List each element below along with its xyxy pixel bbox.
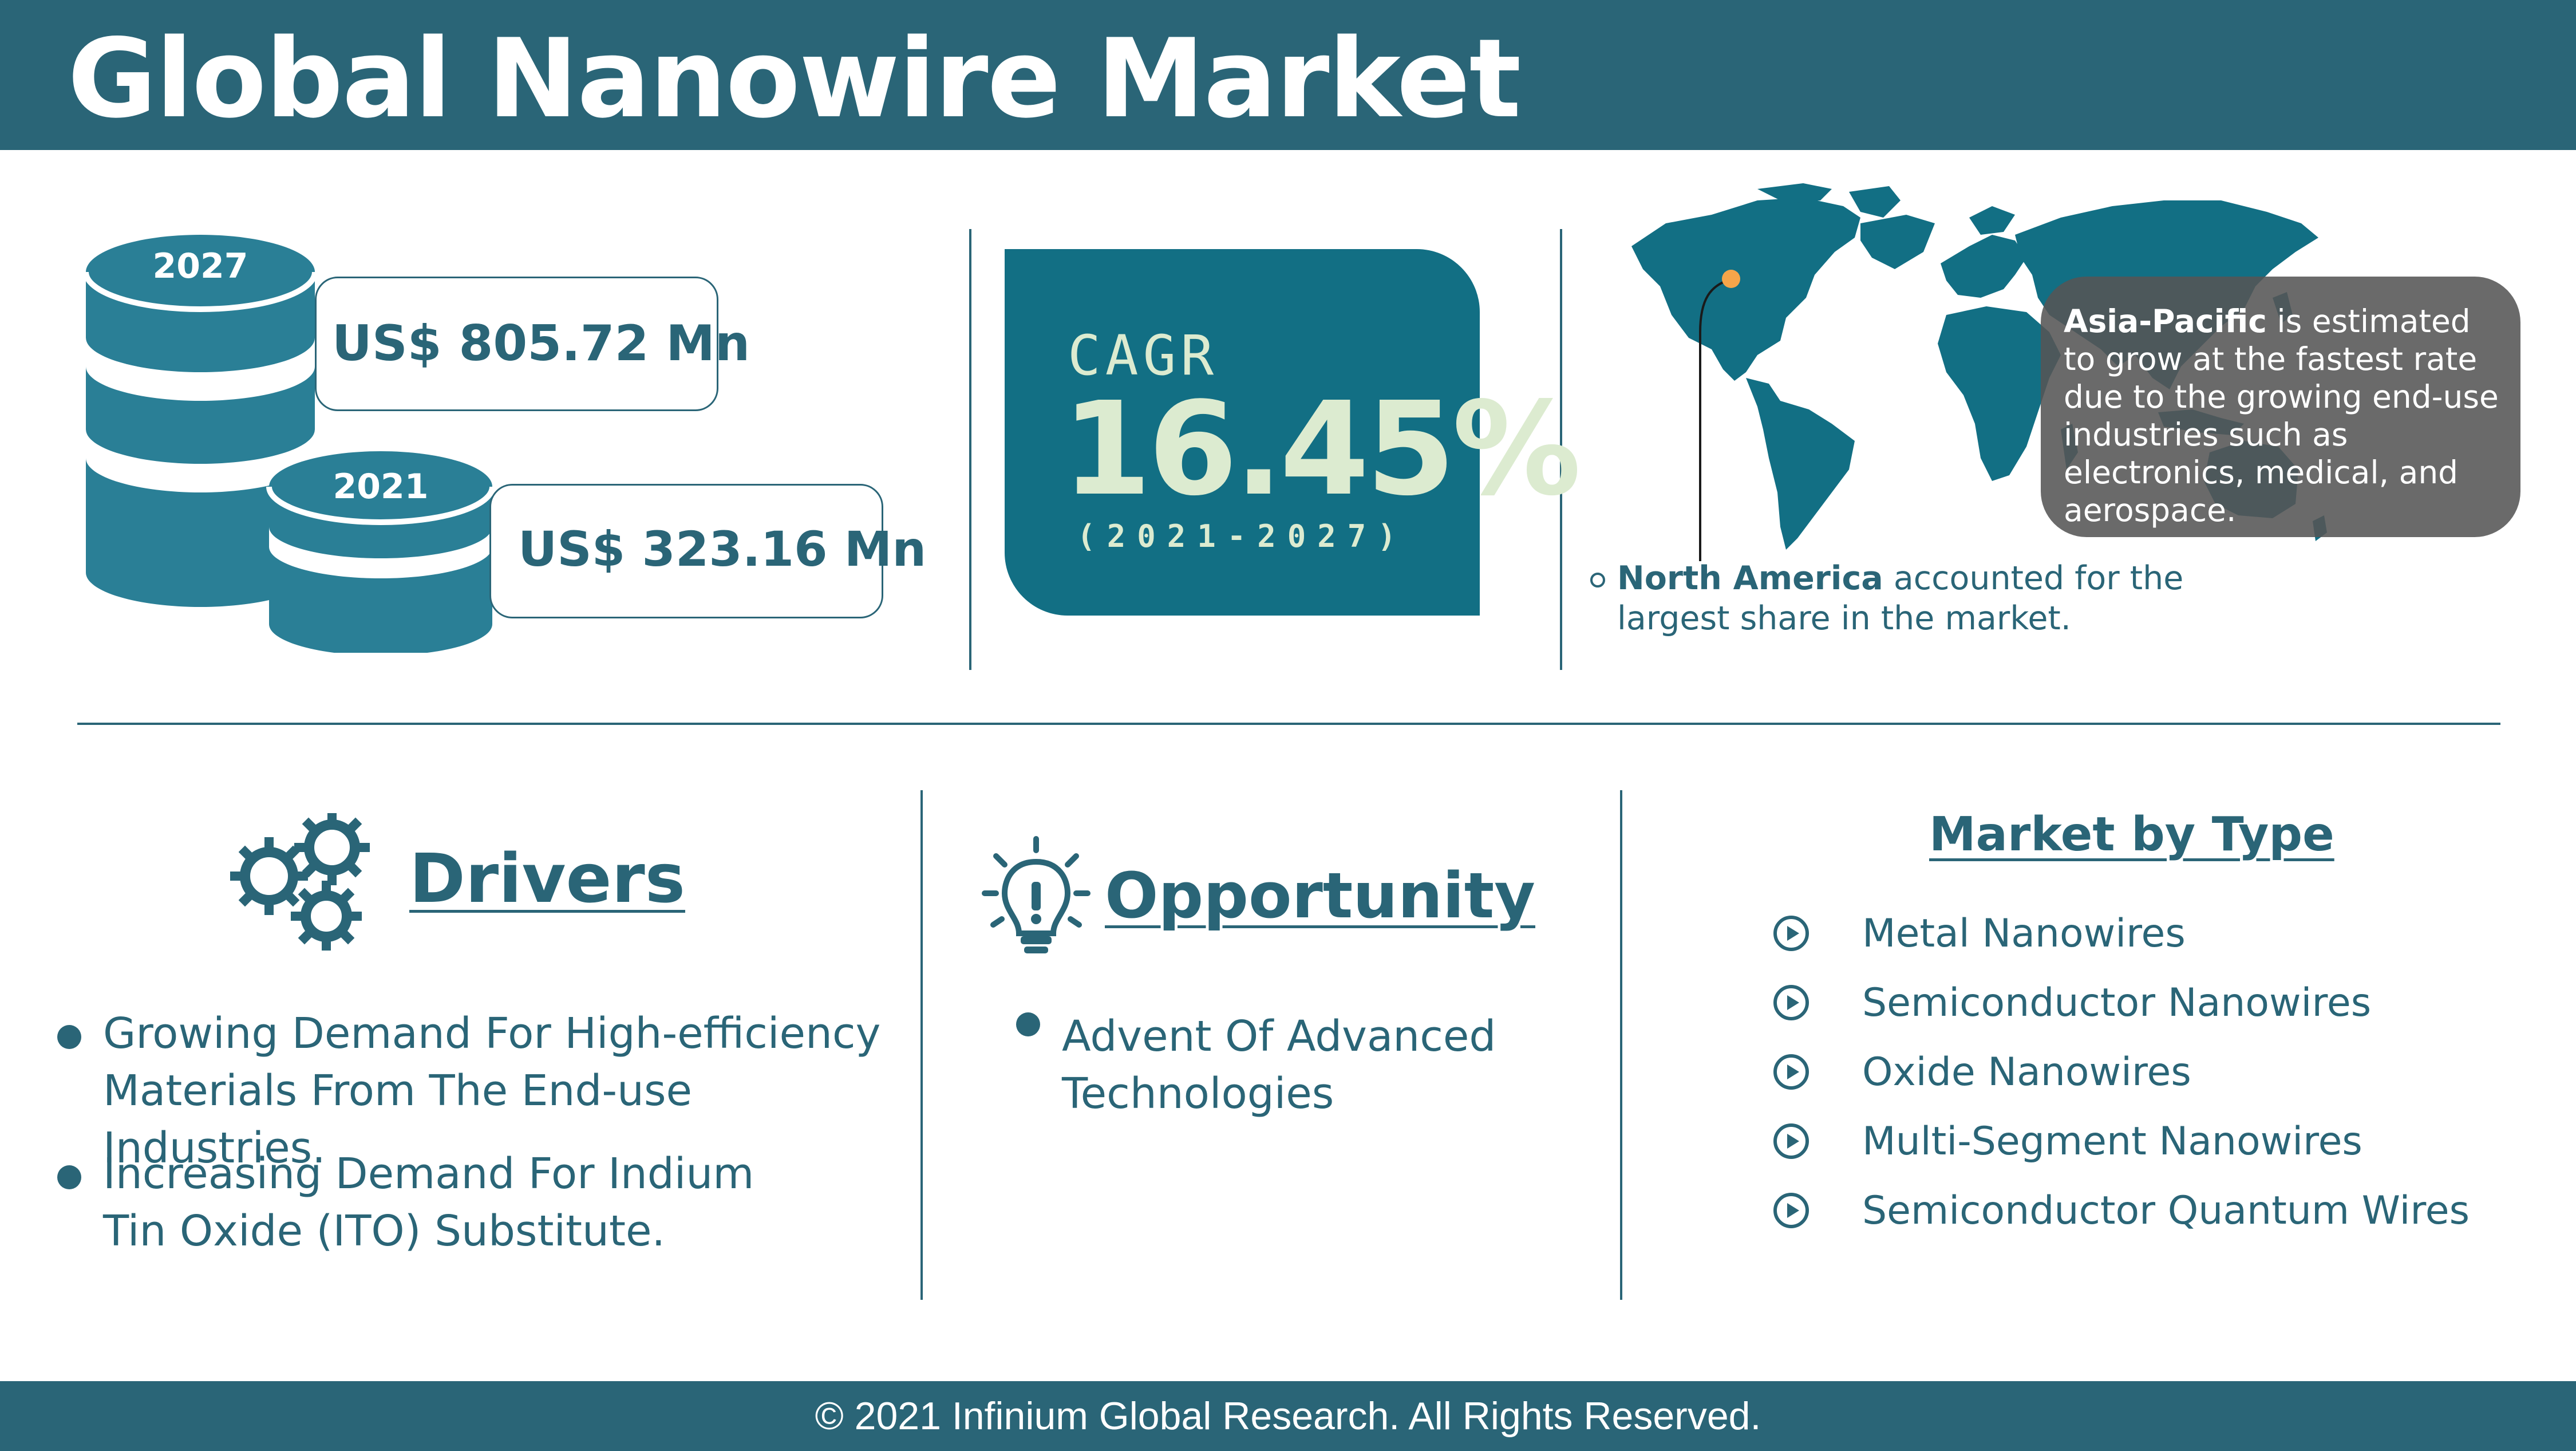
cagr-value: 16.45%	[1062, 374, 1581, 525]
footer-bar: © 2021 Infinium Global Research. All Rig…	[0, 1381, 2576, 1451]
type-label: Semiconductor Quantum Wires	[1862, 1188, 2470, 1233]
asia-pacific-callout: Asia-Pacific is estimated to grow at the…	[2041, 277, 2520, 537]
driver-item: Increasing Demand For Indium Tin Oxide (…	[103, 1149, 754, 1256]
play-circle-icon	[1773, 1054, 1809, 1090]
type-list-item: Metal Nanowires	[1772, 910, 2186, 956]
type-list-item: Oxide Nanowires	[1772, 1049, 2191, 1095]
cagr-label: CAGR	[1068, 324, 1219, 388]
type-list-item: Semiconductor Nanowires	[1772, 980, 2371, 1026]
play-circle-icon	[1773, 916, 1809, 951]
type-list-item: Semiconductor Quantum Wires	[1772, 1188, 2470, 1233]
bullet-icon	[57, 1165, 81, 1189]
opportunity-heading: Opportunity	[1105, 859, 1536, 932]
play-circle-icon	[1773, 1193, 1809, 1228]
play-circle-icon	[1773, 1123, 1809, 1159]
cagr-period: (2021-2027)	[1077, 518, 1408, 554]
type-list-item: Multi-Segment Nanowires	[1772, 1118, 2362, 1164]
gears-icon	[230, 813, 370, 951]
year-label-2021: 2021	[333, 467, 429, 507]
north-america-callout: North America accounted for the largest …	[1617, 558, 2247, 638]
north-america-marker	[1722, 270, 1740, 288]
driver-item: Growing Demand For High-efficiency Mater…	[103, 1009, 881, 1173]
market-value-2021: US$ 323.16 Mn	[518, 521, 927, 577]
divider-vertical	[920, 790, 923, 1300]
lightbulb-icon	[982, 836, 1091, 953]
coin-stacks-illustration	[83, 235, 495, 653]
play-circle-icon	[1773, 985, 1809, 1020]
divider-vertical	[1620, 790, 1622, 1300]
type-label: Metal Nanowires	[1862, 910, 2186, 956]
north-america-text: accounted for the largest share in the m…	[1617, 559, 2184, 637]
bullet-icon	[1016, 1012, 1040, 1036]
header-bar: Global Nanowire Market	[0, 0, 2576, 150]
north-america-pointer-line	[1699, 279, 1728, 561]
year-label-2027: 2027	[152, 246, 248, 286]
north-america-dot-icon	[1590, 573, 1605, 588]
type-label: Multi-Segment Nanowires	[1862, 1118, 2362, 1164]
cagr-card: CAGR 16.45% (2021-2027)	[1005, 249, 1581, 616]
divider-vertical	[969, 229, 971, 670]
north-america-shape	[1631, 198, 1860, 381]
type-label: Oxide Nanowires	[1862, 1049, 2191, 1095]
asia-pacific-text: is estimated to grow at the fastest rate…	[2064, 303, 2499, 529]
drivers-heading: Drivers	[409, 839, 685, 918]
divider-horizontal	[77, 723, 2500, 725]
bullet-icon	[57, 1025, 81, 1049]
divider-vertical	[1560, 229, 1562, 670]
market-value-2027: US$ 805.72 Mn	[332, 315, 750, 372]
opportunity-item: Advent Of Advanced Technologies	[1062, 1012, 1496, 1118]
asia-pacific-name: Asia-Pacific	[2064, 303, 2267, 340]
north-america-name: North America	[1617, 559, 1883, 597]
value-box-2021	[489, 484, 883, 618]
copyright-text: © 2021 Infinium Global Research. All Rig…	[815, 1394, 1761, 1438]
type-label: Semiconductor Nanowires	[1862, 980, 2372, 1026]
page-title: Global Nanowire Market	[68, 15, 1521, 142]
market-by-type-heading: Market by Type	[1929, 807, 2334, 862]
value-box-2027	[315, 277, 718, 411]
